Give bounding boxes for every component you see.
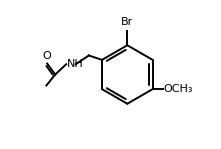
Text: O: O bbox=[42, 51, 51, 61]
Text: NH: NH bbox=[67, 59, 84, 69]
Text: Br: Br bbox=[121, 17, 133, 27]
Text: OCH₃: OCH₃ bbox=[164, 84, 193, 94]
